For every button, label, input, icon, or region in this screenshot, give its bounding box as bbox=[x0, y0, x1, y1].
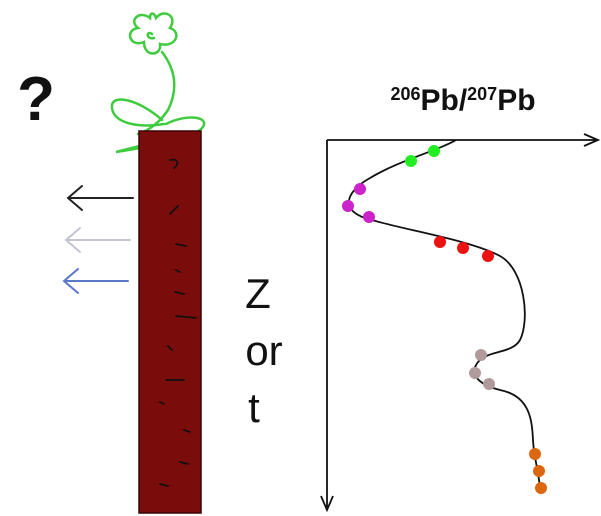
sample-point bbox=[533, 465, 545, 477]
depth-label: or bbox=[245, 327, 282, 374]
element: Pb/ bbox=[420, 84, 467, 117]
isotope-mass: 206 bbox=[390, 84, 420, 104]
sample-point bbox=[457, 242, 469, 254]
soil-marks bbox=[159, 158, 197, 487]
sample-point bbox=[482, 250, 494, 262]
axes bbox=[320, 133, 601, 513]
question-mark: ? bbox=[17, 65, 55, 134]
isotope-mass: 207 bbox=[467, 84, 497, 104]
profile-curve bbox=[347, 139, 541, 493]
sample-point bbox=[363, 211, 375, 223]
sample-point bbox=[483, 378, 495, 390]
sample-point bbox=[469, 367, 481, 379]
element: Pb bbox=[497, 84, 535, 117]
sample-point bbox=[434, 236, 446, 248]
depth-label: t bbox=[248, 384, 260, 431]
soil-column bbox=[138, 130, 202, 514]
sample-point bbox=[475, 349, 487, 361]
sample-point bbox=[342, 200, 354, 212]
sample-point bbox=[428, 145, 440, 157]
flux-arrows bbox=[62, 185, 134, 294]
sample-points bbox=[342, 145, 547, 494]
depth-label: Z bbox=[245, 270, 271, 317]
axis-label: 206Pb/207Pb bbox=[390, 84, 535, 117]
sample-point bbox=[354, 183, 366, 195]
sample-point bbox=[405, 155, 417, 167]
sample-point bbox=[529, 448, 541, 460]
sample-point bbox=[535, 482, 547, 494]
